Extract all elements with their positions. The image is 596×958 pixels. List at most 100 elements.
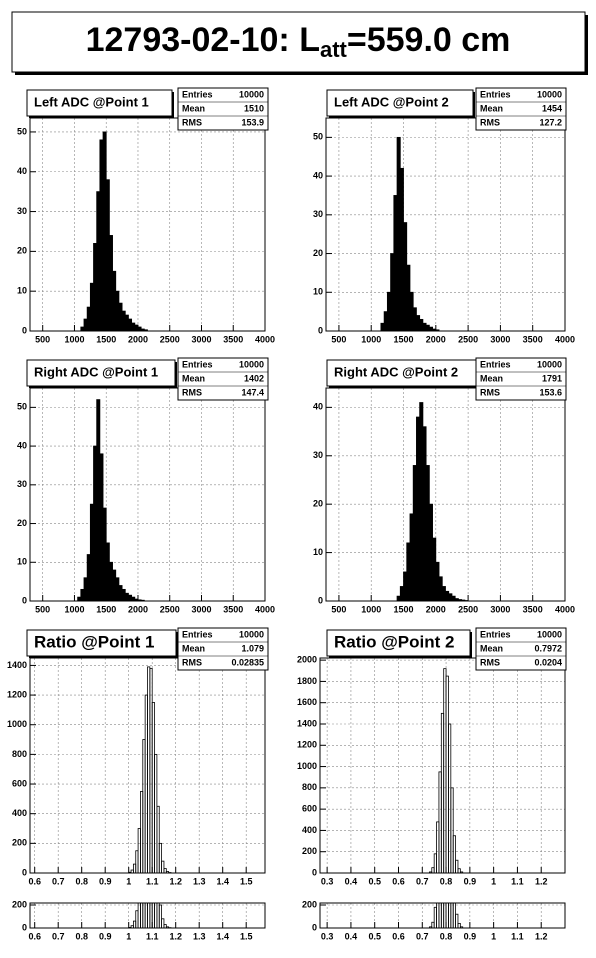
x-tick-label: 0.6	[392, 876, 405, 886]
x-tick-label: 3500	[523, 334, 543, 344]
x-tick-label: 2000	[426, 334, 446, 344]
stats-label: Entries	[182, 359, 213, 369]
y-tick-label: 50	[17, 402, 27, 412]
x-tick-label: 1500	[96, 334, 116, 344]
stats-box	[475, 87, 567, 131]
x-tick-label: 4000	[255, 334, 275, 344]
title-main: 12793-02-10: L	[86, 21, 320, 59]
x-tick-label: 1.4	[216, 931, 229, 941]
y-tick-label: 400	[12, 808, 27, 818]
strip-panel: 0.6 0.7 0.8 0.9 1 1.1 1.2 1.3 1.4 1.5 0 200	[12, 899, 266, 941]
histogram-bar	[83, 577, 88, 601]
panel-title-box	[326, 89, 474, 117]
x-tick-label: 500	[35, 604, 50, 614]
y-tick-label: 40	[17, 440, 27, 450]
panel: 0.3 0.4 0.5 0.6 0.7 0.8 0.9 1 1.1 1.2 0 200 400 600 80…	[297, 655, 566, 886]
histogram-bar	[128, 318, 133, 331]
histogram-bar	[419, 318, 424, 331]
plot-area	[30, 388, 265, 601]
histogram-bar	[422, 322, 427, 331]
y-tick-label: 1400	[7, 660, 27, 670]
stats-box	[475, 357, 567, 401]
histogram-bar	[396, 136, 401, 331]
histogram-bar	[383, 311, 388, 331]
x-tick-label: 2500	[458, 334, 478, 344]
y-tick-label: 0	[312, 922, 317, 932]
stats-value: 0.02835	[231, 657, 264, 667]
histogram-bar	[121, 588, 126, 601]
plot-border	[319, 902, 566, 929]
stats-label: RMS	[480, 117, 500, 127]
histogram-bar	[131, 596, 136, 601]
histogram-bar	[115, 290, 120, 331]
panel-title-box	[326, 629, 471, 657]
x-tick-label: 0.6	[28, 931, 41, 941]
stats-box	[475, 627, 567, 671]
x-tick-label: 1.2	[535, 876, 548, 886]
x-tick-label: 0.3	[321, 876, 334, 886]
y-tick-label: 200	[302, 846, 317, 856]
panel-title-box	[326, 359, 480, 387]
x-tick-label: 0.8	[75, 931, 88, 941]
x-tick-label: 0.6	[392, 931, 405, 941]
y-tick-label: 10	[17, 557, 27, 567]
x-tick-label: 1500	[393, 334, 413, 344]
stats-label: Entries	[480, 629, 511, 639]
histogram-bar	[121, 310, 126, 331]
y-tick-label: 1000	[297, 761, 317, 771]
x-tick-label: 4000	[555, 604, 575, 614]
y-tick-label: 800	[12, 749, 27, 759]
panel-title: Ratio @Point 2	[334, 632, 454, 651]
y-tick-label: 30	[17, 479, 27, 489]
x-tick-label: 500	[331, 334, 346, 344]
y-tick-label: 2000	[297, 655, 317, 665]
y-tick-label: 200	[12, 899, 27, 909]
x-tick-label: 0.7	[416, 931, 429, 941]
stats-box	[177, 87, 269, 131]
histogram-bar	[406, 264, 411, 331]
x-tick-label: 1000	[64, 334, 84, 344]
histogram-bar	[380, 322, 385, 331]
x-tick-label: 1.2	[169, 876, 182, 886]
histogram-bar	[112, 270, 117, 331]
y-tick-label: 50	[313, 132, 323, 142]
y-tick-label: 800	[302, 782, 317, 792]
stats-box	[177, 357, 269, 401]
y-tick-label: 1000	[7, 719, 27, 729]
y-tick-label: 1800	[297, 676, 317, 686]
x-tick-label: 1.3	[193, 876, 206, 886]
stats-box	[177, 627, 269, 671]
x-tick-label: 0.8	[75, 876, 88, 886]
stats-label: RMS	[480, 657, 500, 667]
histogram-bar	[428, 503, 433, 601]
plot-frame	[30, 118, 265, 331]
stats-value: 1402	[244, 373, 264, 383]
page-title: 12793-02-10: Latt=559.0 cm	[86, 21, 511, 62]
y-tick-label: 1200	[7, 689, 27, 699]
histogram-bar	[112, 569, 117, 601]
histogram-bar	[403, 222, 408, 331]
histogram-bar	[128, 594, 133, 601]
stats-value: 1791	[542, 373, 562, 383]
histogram-bar	[86, 554, 91, 601]
title-rest: =559.0 cm	[347, 21, 511, 59]
x-tick-label: 1.4	[216, 876, 229, 886]
plot-area	[326, 388, 565, 601]
histogram-bar	[409, 513, 414, 601]
histogram-bar	[118, 302, 123, 331]
histogram-bar	[406, 542, 411, 601]
y-tick-label: 20	[17, 246, 27, 256]
histogram-bar	[432, 537, 437, 601]
x-tick-label: 0.7	[52, 931, 65, 941]
stats-label: Mean	[182, 103, 205, 113]
panel-title-box	[26, 359, 176, 387]
histogram-bar	[390, 253, 395, 331]
x-tick-label: 3500	[523, 604, 543, 614]
stats-label: Entries	[182, 89, 213, 99]
panel-title-box	[26, 89, 173, 117]
x-tick-label: 1	[126, 931, 131, 941]
y-tick-label: 0	[22, 867, 27, 877]
y-tick-label: 50	[17, 126, 27, 136]
x-tick-label: 2000	[128, 604, 148, 614]
x-tick-label: 1.5	[240, 876, 253, 886]
